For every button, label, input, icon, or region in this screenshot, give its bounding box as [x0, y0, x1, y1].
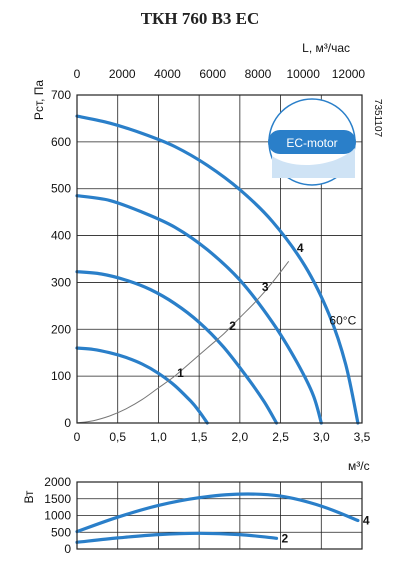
chart-title: ТКН 760 В3 ЕС: [141, 9, 260, 28]
main-y-tick-label: 0: [64, 416, 71, 430]
fan-curve-2: [75, 270, 279, 425]
curve-label: 3: [262, 280, 269, 294]
curve-label: 2: [229, 319, 236, 333]
main-y-tick-label: 600: [51, 135, 71, 149]
secondary-x-tick-label: 10000: [287, 67, 321, 81]
main-y-tick-label: 700: [51, 88, 71, 102]
power-y-tick-label: 1500: [44, 492, 71, 506]
secondary-x-tick-label: 2000: [109, 67, 136, 81]
main-y-axis-label: Pст, Па: [32, 80, 46, 120]
main-x-tick-label: 2,5: [272, 430, 289, 444]
main-x-tick-label: 0,5: [109, 430, 126, 444]
main-y-tick-label: 400: [51, 229, 71, 243]
fan-curve-1: [75, 346, 209, 425]
badge-wave-shape: [272, 148, 355, 178]
power-curve-label: 4: [363, 514, 370, 528]
secondary-x-tick-label: 6000: [199, 67, 226, 81]
main-annotations: 1 2 3 4 60°C: [177, 241, 356, 380]
power-curve-2: [75, 531, 279, 544]
main-x-tick-label: 3,5: [354, 430, 371, 444]
main-y-tick-label: 500: [51, 182, 71, 196]
fan-curve-3: [75, 194, 323, 425]
power-y-tick-label: 500: [51, 525, 71, 539]
main-y-tick-label: 300: [51, 275, 71, 289]
fan-curve-4: [75, 114, 360, 425]
secondary-x-tick-label: 8000: [245, 67, 272, 81]
power-annotations: 42: [282, 514, 370, 546]
secondary-x-axis-label: L, м³/час: [302, 41, 350, 55]
product-code: 7351107: [372, 99, 383, 138]
power-y-tick-label: 0: [64, 542, 71, 556]
main-x-tick-label: 1,0: [150, 430, 167, 444]
power-y-tick-label: 1000: [44, 509, 71, 523]
main-x-tick-label: 0: [74, 430, 81, 444]
system-curve: [76, 261, 290, 424]
power-y-axis-label: Вт: [22, 490, 36, 504]
temperature-label: 60°C: [329, 314, 356, 328]
main-series: [75, 114, 360, 425]
main-x-tick-label: 1,5: [191, 430, 208, 444]
curve-label: 4: [297, 241, 304, 255]
power-y-tick-label: 2000: [44, 475, 71, 489]
power-y-ticks: 0 500 1000 1500 2000: [44, 475, 71, 556]
main-y-ticks: 0 100 200 300 400 500 600 700: [51, 88, 71, 430]
main-y-tick-label: 200: [51, 322, 71, 336]
badge-text: EC-motor: [286, 136, 337, 150]
main-plot-frame: [76, 94, 363, 424]
secondary-x-tick-label: 12000: [332, 67, 366, 81]
main-x-axis-label: м³/с: [348, 459, 370, 473]
main-y-tick-label: 100: [51, 369, 71, 383]
power-curve-4: [75, 492, 360, 534]
badge-pill: [268, 130, 356, 154]
power-series: [75, 492, 360, 544]
secondary-x-ticks: 0 2000 4000 6000 8000 10000 12000: [74, 67, 366, 81]
secondary-x-tick-label: 0: [74, 67, 81, 81]
power-plot-frame: [76, 481, 363, 550]
power-curve-label: 2: [282, 531, 289, 545]
main-x-ticks: 0 0,5 1,0 1,5 2,0 2,5 3,0 3,5: [74, 430, 371, 444]
main-x-tick-label: 3,0: [313, 430, 330, 444]
secondary-x-tick-label: 4000: [154, 67, 181, 81]
ec-motor-badge: EC-motor: [268, 98, 356, 186]
curve-label: 1: [177, 366, 184, 380]
main-x-tick-label: 2,0: [232, 430, 249, 444]
